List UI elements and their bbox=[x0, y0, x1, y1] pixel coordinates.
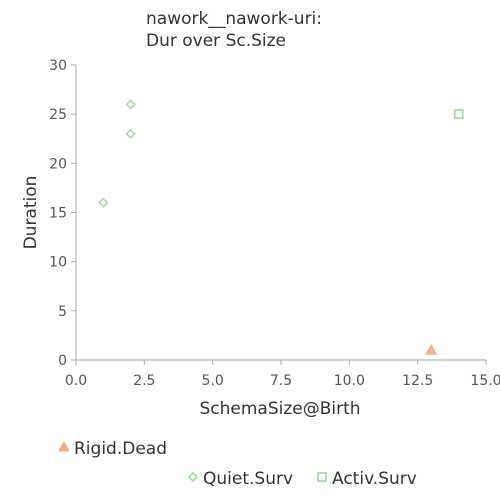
x-tick-label: 12.5 bbox=[402, 373, 433, 389]
x-tick-label: 15.0 bbox=[470, 373, 500, 389]
y-tick-label: 30 bbox=[49, 58, 67, 74]
legend-marker-quiet-surv bbox=[187, 471, 199, 483]
data-point-quiet-surv bbox=[98, 197, 109, 208]
legend-marker-activ-surv bbox=[317, 472, 327, 482]
y-tick-label: 25 bbox=[49, 107, 67, 123]
data-point-quiet-surv bbox=[125, 128, 136, 139]
data-point-activ-surv bbox=[453, 109, 464, 120]
x-axis-label: SchemaSize@Birth bbox=[199, 399, 360, 419]
y-tick-label: 5 bbox=[58, 304, 67, 320]
x-tick-label: 0.0 bbox=[65, 373, 87, 389]
data-point-rigid-dead bbox=[425, 344, 438, 355]
legend-marker-rigid-dead bbox=[58, 440, 70, 452]
legend-label: Activ.Surv bbox=[332, 469, 417, 489]
x-tick-label: 5.0 bbox=[202, 373, 224, 389]
y-tick-label: 15 bbox=[49, 206, 67, 222]
legend-label: Rigid.Dead bbox=[74, 439, 167, 459]
legend-label: Quiet.Surv bbox=[203, 469, 293, 489]
x-tick-label: 2.5 bbox=[133, 373, 155, 389]
chart-subtitle: Dur over Sc.Size bbox=[146, 31, 286, 51]
y-tick-label: 10 bbox=[49, 255, 67, 271]
data-point-quiet-surv bbox=[125, 99, 136, 110]
x-tick-label: 10.0 bbox=[334, 373, 365, 389]
y-tick-label: 20 bbox=[49, 156, 67, 172]
x-tick-label: 7.5 bbox=[270, 373, 292, 389]
y-tick-label: 0 bbox=[58, 353, 67, 369]
y-axis-label: Duration bbox=[21, 176, 41, 250]
chart-title: nawork__nawork-uri: bbox=[146, 9, 322, 29]
